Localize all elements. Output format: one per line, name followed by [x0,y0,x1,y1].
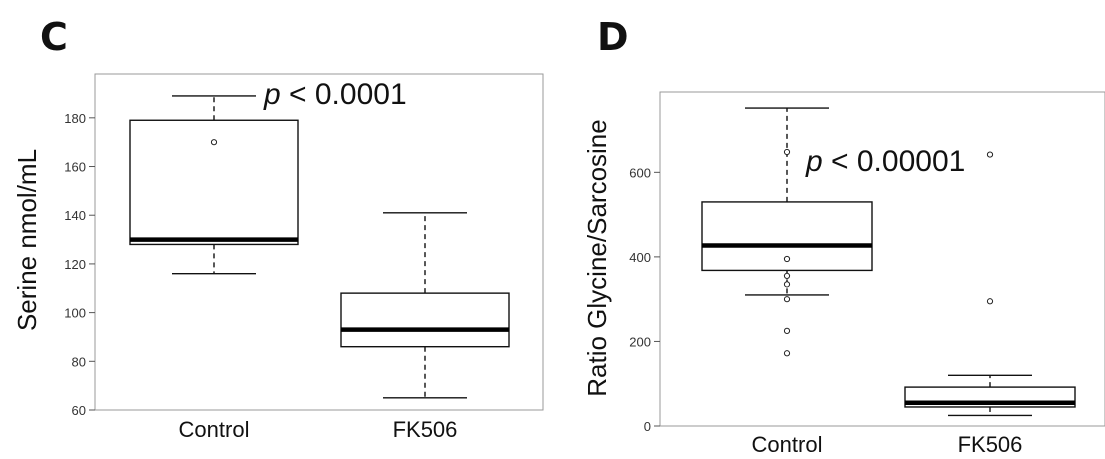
chart-panel-c: C 60 80 100 120 140 160 180 Serine nmol/mL Contro… [12,15,544,442]
x-tick-label: Control [752,432,823,457]
box-fk506 [340,212,510,399]
chart-panel-d: D 0 200 400 600 Ratio Glycine/Sarcosine Contro… [582,15,1105,457]
y-tick-label: 600 [629,165,651,180]
box-control [129,95,299,275]
y-tick-label: 180 [64,111,86,126]
data-point [783,327,791,334]
y-tick-label: 80 [72,354,86,369]
x-tick-label: Control [179,417,250,442]
data-point [783,272,791,280]
data-point [783,255,791,263]
p-threshold: < 0.00001 [823,145,966,178]
y-tick-label: 200 [629,334,651,349]
plot-frame [94,73,544,411]
panel-letter: D [597,15,629,59]
x-tick-label: FK506 [393,417,458,442]
p-symbol: p [805,145,823,178]
data-point [986,298,994,305]
y-tick-label: 60 [72,403,86,418]
data-point [783,281,791,288]
data-point [783,148,791,156]
p-value-annotation: p < 0.0001 [263,78,407,111]
y-tick-label: 160 [64,160,86,175]
box-control [701,107,873,357]
box-iqr [340,292,510,348]
p-threshold: < 0.0001 [281,78,407,111]
data-point [783,350,791,357]
y-tick-label: 400 [629,250,651,265]
y-tick-label: 140 [64,208,86,223]
y-axis-title: Ratio Glycine/Sarcosine [582,119,612,396]
box-iqr [129,119,299,246]
data-point [210,139,218,146]
data-point [783,296,791,303]
x-tick-label: FK506 [958,432,1023,457]
box-fk506 [904,151,1076,417]
y-axis-title: Serine nmol/mL [12,149,42,331]
y-tick-label: 100 [64,306,86,321]
y-tick-label: 0 [644,419,651,434]
data-point [986,151,994,158]
y-tick-label: 120 [64,257,86,272]
panel-letter: C [40,15,68,59]
plot-frame [659,91,1105,427]
p-symbol: p [263,78,281,111]
p-value-annotation: p < 0.00001 [805,145,965,178]
